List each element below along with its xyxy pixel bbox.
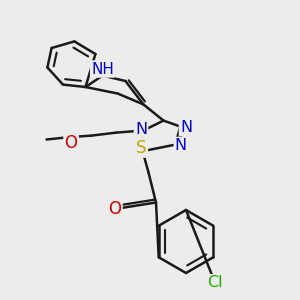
Text: NH: NH bbox=[91, 61, 114, 76]
Text: N: N bbox=[175, 138, 187, 153]
Text: N: N bbox=[135, 122, 147, 136]
Text: S: S bbox=[136, 139, 147, 157]
Text: Cl: Cl bbox=[207, 275, 222, 290]
Text: O: O bbox=[64, 134, 78, 152]
Text: N: N bbox=[180, 120, 192, 135]
Text: O: O bbox=[108, 200, 122, 217]
